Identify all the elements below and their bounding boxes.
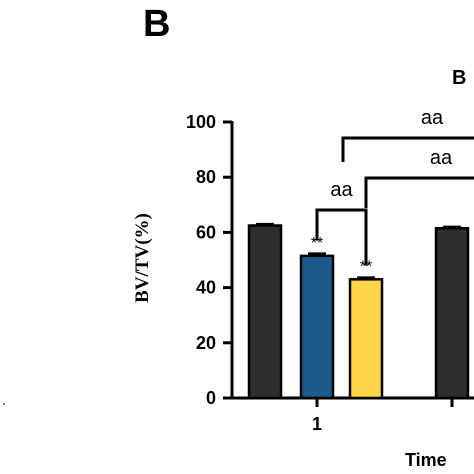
y-tick-label: 0 [206, 388, 216, 408]
bracket-line [364, 176, 474, 208]
bracket-label: aa [430, 147, 453, 169]
y-tick-label: 80 [196, 167, 216, 187]
bracket-label: aa [330, 179, 353, 201]
y-tick-label: 40 [196, 278, 216, 298]
panel-label: B [143, 3, 170, 45]
bar [348, 278, 384, 400]
significance-brackets: aa aa aa [315, 107, 474, 266]
y-ticks: 0 20 40 60 80 100 [186, 112, 232, 408]
y-tick-label: 60 [196, 222, 216, 242]
partial-title-text: B [452, 67, 466, 89]
y-tick-label: 20 [196, 333, 216, 353]
bracket-line [315, 208, 368, 266]
x-axis-label: Time [405, 450, 447, 470]
significance-stars: ** [311, 235, 323, 252]
bar [434, 227, 470, 400]
bar [299, 254, 335, 400]
bars: ** ** [247, 222, 470, 400]
significance-stars: ** [360, 258, 372, 275]
bracket-label: aa [421, 107, 444, 129]
y-axis-label: BV/TV(%) [132, 213, 153, 303]
x-ticks: 1 [312, 398, 454, 434]
stray-dot [3, 403, 5, 405]
bar [247, 224, 283, 400]
x-tick-label: 1 [312, 414, 322, 434]
bracket-line [341, 136, 474, 162]
y-tick-label: 100 [186, 112, 216, 132]
